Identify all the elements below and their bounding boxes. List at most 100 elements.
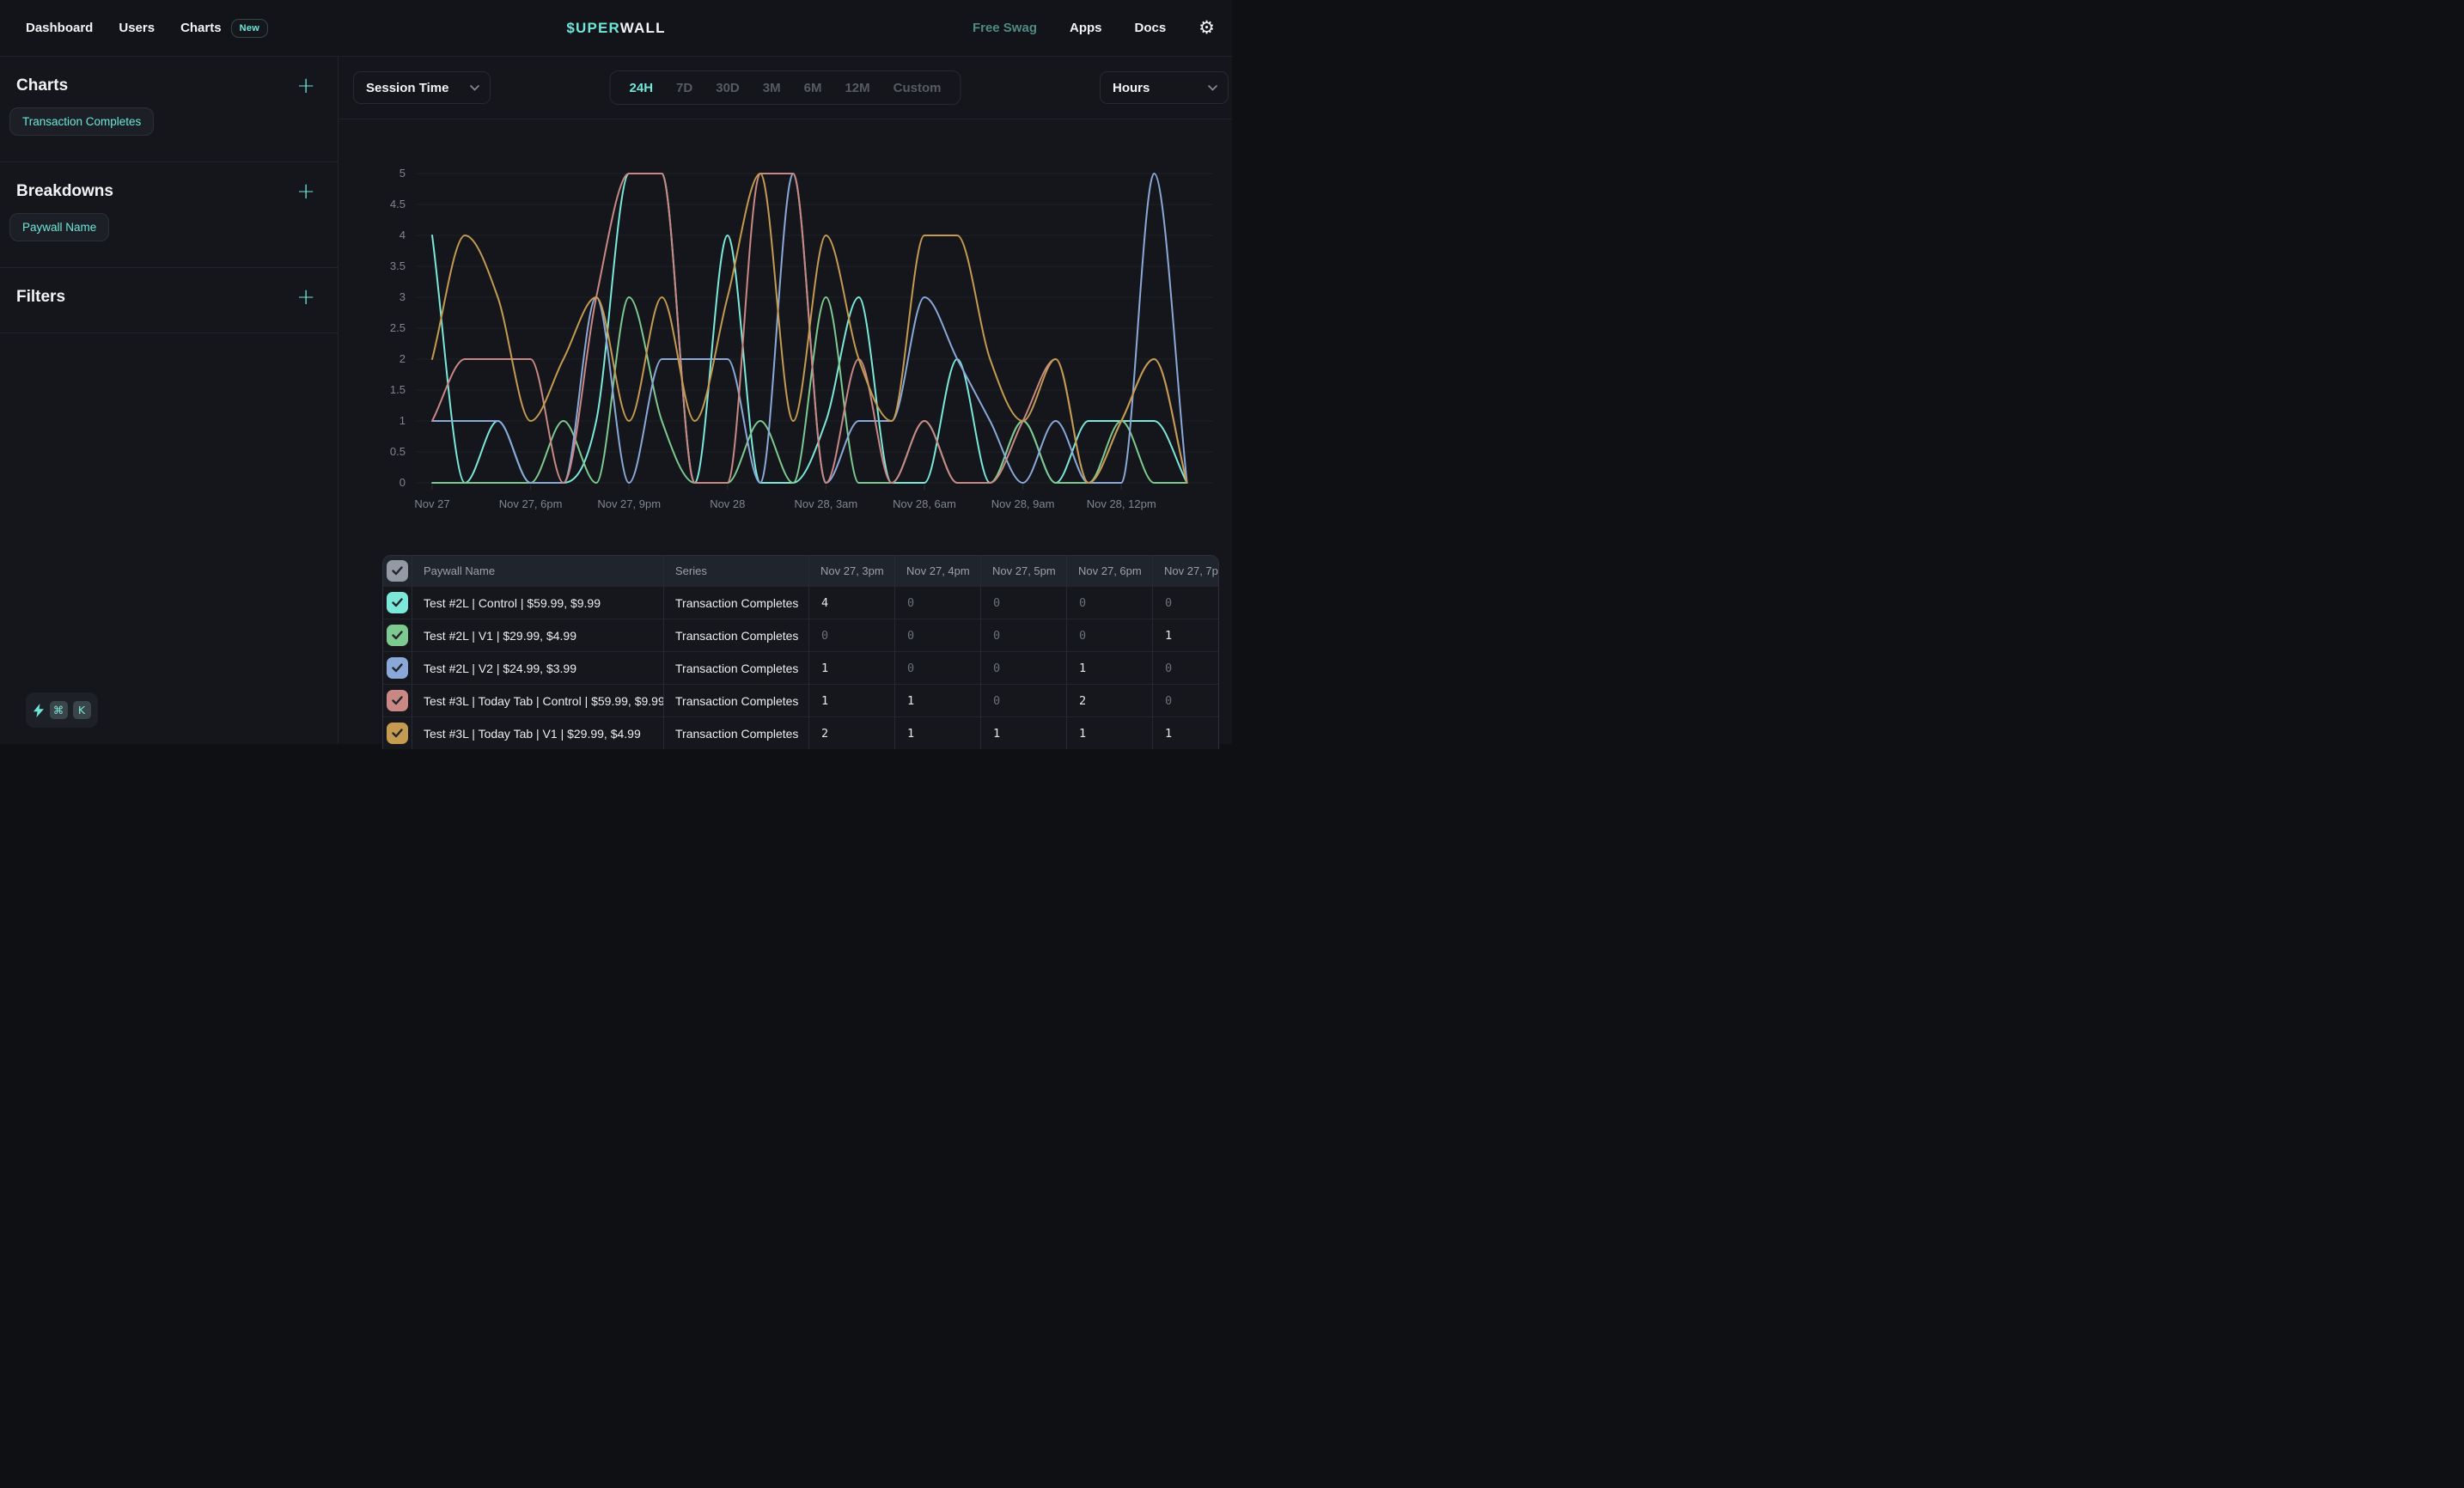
value-cell: 0: [1153, 652, 1219, 685]
value-cell: 0: [1067, 587, 1153, 619]
value-cell: 1: [809, 685, 895, 717]
row-checkbox-test-3l-today-tab-v1-29-99-4-99[interactable]: [387, 723, 408, 744]
y-axis-label: 3.5: [338, 259, 406, 272]
row-checkbox-test-2l-v1-29-99-4-99[interactable]: [387, 625, 408, 646]
column-header-label: Nov 27, 3pm: [809, 564, 884, 577]
range-tabs: 24H 7D 30D 3M 6M 12M Custom: [610, 70, 961, 105]
x-axis-label: Nov 28, 3am: [774, 497, 877, 510]
table-row: Test #3L | Today Tab | Control | $59.99,…: [383, 685, 1218, 717]
value: 0: [1153, 662, 1172, 675]
series-line-test-3l-today-tab-control-59-99-9-99: [432, 174, 1187, 483]
section-title-charts: Charts: [16, 76, 68, 95]
add-breakdowns-button[interactable]: +: [296, 183, 315, 200]
nav-right: Free Swag Apps Docs ⚙: [973, 19, 1232, 37]
series-line-test-2l-v2-24-99-3-99: [432, 174, 1187, 483]
y-axis-label: 4.5: [338, 198, 406, 210]
y-axis-label: 3: [338, 290, 406, 303]
column-header-label: Paywall Name: [412, 564, 495, 577]
chip-transaction-completes[interactable]: Transaction Completes: [9, 107, 154, 136]
value: 0: [1153, 694, 1172, 708]
range-tab-30d[interactable]: 30D: [716, 81, 740, 95]
range-tab-24h[interactable]: 24H: [630, 81, 654, 95]
range-tab-3m[interactable]: 3M: [763, 81, 781, 95]
value-cell: 0: [895, 619, 981, 652]
column-header-label: Nov 27, 7pm: [1153, 564, 1219, 577]
y-axis-label: 4: [338, 229, 406, 241]
row-checkbox-test-2l-control-59-99-9-99[interactable]: [387, 592, 408, 613]
key-[interactable]: ⌘: [50, 701, 68, 719]
paywall-name-cell: Test #2L | V2 | $24.99, $3.99: [412, 652, 664, 685]
key-k[interactable]: K: [73, 701, 91, 719]
y-axis-label: 1: [338, 414, 406, 427]
y-axis-label: 2: [338, 352, 406, 365]
nav-item-label: Dashboard: [26, 21, 93, 35]
value-cell: 1: [981, 717, 1067, 749]
value-cell: 0: [1067, 619, 1153, 652]
column-header-nov-27-7pm: Nov 27, 7pm: [1153, 556, 1219, 587]
value: 1: [895, 727, 914, 741]
settings-gear-icon[interactable]: ⚙: [1198, 19, 1215, 37]
table-row: Test #2L | Control | $59.99, $9.99Transa…: [383, 587, 1218, 619]
metric-select[interactable]: Session Time: [353, 71, 491, 104]
value: 4: [809, 596, 828, 610]
series-cell: Transaction Completes: [664, 652, 809, 685]
paywall-name-cell: Test #2L | Control | $59.99, $9.99: [412, 587, 664, 619]
value-cell: 1: [809, 652, 895, 685]
table-header-row: Paywall NameSeriesNov 27, 3pmNov 27, 4pm…: [383, 556, 1218, 587]
series-cell: Transaction Completes: [664, 587, 809, 619]
column-header-nov-27-4pm: Nov 27, 4pm: [895, 556, 981, 587]
section-title-filters: Filters: [16, 288, 65, 307]
nav-item-label: Users: [119, 21, 155, 35]
add-filters-button[interactable]: +: [296, 289, 315, 306]
column-header-label: Nov 27, 5pm: [981, 564, 1056, 577]
value-cell: 0: [809, 619, 895, 652]
nav-link-apps[interactable]: Apps: [1070, 21, 1102, 35]
nav-link-free-swag[interactable]: Free Swag: [973, 21, 1037, 35]
value: 0: [809, 629, 828, 643]
column-header-nov-27-6pm: Nov 27, 6pm: [1067, 556, 1153, 587]
nav-item-dashboard[interactable]: Dashboard: [26, 21, 93, 35]
range-tab-custom[interactable]: Custom: [894, 81, 942, 95]
select-all-checkbox[interactable]: [387, 560, 408, 582]
x-axis-label: Nov 28, 12pm: [1070, 497, 1173, 510]
add-charts-button[interactable]: +: [296, 77, 315, 95]
nav-link-docs[interactable]: Docs: [1134, 21, 1166, 35]
range-tab-6m[interactable]: 6M: [804, 81, 822, 95]
logo[interactable]: $UPERWALL: [566, 20, 665, 37]
series-cell: Transaction Completes: [664, 619, 809, 652]
value-cell: 1: [1067, 717, 1153, 749]
logo-white: WALL: [620, 20, 666, 36]
value-cell: 0: [895, 652, 981, 685]
row-checkbox-test-3l-today-tab-control-59-99-9-99[interactable]: [387, 690, 408, 711]
x-axis-label: Nov 28, 9am: [972, 497, 1075, 510]
chip-paywall-name[interactable]: Paywall Name: [9, 213, 109, 241]
value: 1: [1067, 727, 1086, 741]
series-name: Transaction Completes: [664, 727, 798, 741]
section-title-breakdowns: Breakdowns: [16, 182, 113, 201]
new-badge: New: [231, 19, 269, 38]
x-axis-label: Nov 27, 6pm: [479, 497, 582, 510]
logo-teal: $UPER: [566, 20, 619, 36]
sidebar-section-breakdowns: Breakdowns + Paywall Name: [0, 162, 338, 268]
value: 0: [981, 662, 1000, 675]
chevron-down-icon: [470, 85, 479, 91]
value: 0: [1067, 596, 1086, 610]
value-cell: 1: [895, 685, 981, 717]
unit-select[interactable]: Hours: [1100, 71, 1229, 104]
range-tab-12m[interactable]: 12M: [845, 81, 869, 95]
value: 1: [1153, 629, 1172, 643]
main-content: Session Time 24H 7D 30D 3M 6M 12M Custom Hours…: [338, 57, 1232, 744]
value-cell: 0: [895, 587, 981, 619]
x-axis-label: Nov 27: [381, 497, 484, 510]
metric-select-value: Session Time: [366, 81, 448, 95]
sidebar-section-filters: Filters +: [0, 268, 338, 333]
paywall-name: Test #2L | V1 | $29.99, $4.99: [412, 629, 576, 643]
nav-item-users[interactable]: Users: [119, 21, 155, 35]
row-checkbox-test-2l-v2-24-99-3-99[interactable]: [387, 657, 408, 679]
series-cell: Transaction Completes: [664, 717, 809, 749]
value-cell: 0: [981, 619, 1067, 652]
range-tab-7d[interactable]: 7D: [676, 81, 692, 95]
nav-item-charts[interactable]: ChartsNew: [180, 19, 268, 38]
check-icon: [392, 663, 403, 673]
paywall-name-cell: Test #3L | Today Tab | Control | $59.99,…: [412, 685, 664, 717]
